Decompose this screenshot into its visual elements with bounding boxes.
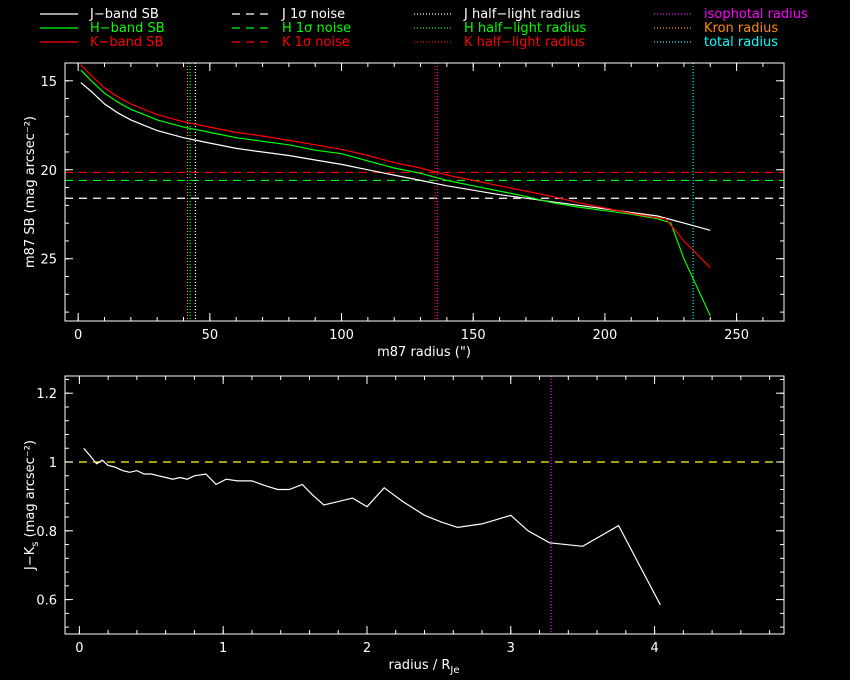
- color-x-label-main: radius / R: [389, 658, 451, 673]
- legend-label: H−band SB: [90, 21, 165, 36]
- legend-label: J 1σ noise: [281, 7, 345, 22]
- y-tick-label: 1.2: [36, 387, 57, 402]
- x-tick-label: 1: [219, 641, 227, 656]
- legend-label: K 1σ noise: [282, 35, 350, 50]
- sb-profile-panel: 0 50 100 150 200 250 15 20 25 m87 radius (") m87…: [23, 62, 785, 360]
- legend-label: H 1σ noise: [282, 21, 351, 36]
- x-tick-label: 150: [461, 328, 486, 343]
- color-y-label-main: J−K: [23, 546, 38, 571]
- x-tick-label: 0: [75, 641, 83, 656]
- y-tick-label: 1: [49, 456, 57, 471]
- y-tick-label: 0.6: [36, 594, 57, 609]
- x-tick-label: 2: [363, 641, 371, 656]
- x-tick-label: 4: [650, 641, 658, 656]
- sb-y-axis-label: m87 SB (mag arcsec⁻²): [23, 116, 38, 268]
- legend-label: total radius: [704, 35, 778, 50]
- legend-label: K−band SB: [90, 35, 163, 50]
- color-x-label-sub: Je: [449, 665, 459, 676]
- x-tick-label: 200: [592, 328, 617, 343]
- profile-series-line: [80, 82, 711, 231]
- x-tick-label: 100: [329, 328, 354, 343]
- profile-series-line: [83, 447, 661, 606]
- sb-plot-frame: [64, 62, 785, 322]
- y-tick-label: 0.8: [36, 525, 57, 540]
- color-plot-frame: [64, 375, 785, 635]
- profile-series-line: [80, 69, 711, 316]
- sb-x-axis-label: m87 radius ("): [377, 345, 471, 360]
- legend-label: isophotal radius: [704, 7, 808, 22]
- legend-label: J−band SB: [89, 7, 159, 22]
- y-tick-label: 20: [40, 164, 57, 179]
- color-y-axis-label: J−Ks (mag arcsec⁻²): [23, 440, 41, 571]
- legend-label: Kron radius: [704, 21, 778, 36]
- legend-label: J half−light radius: [463, 7, 581, 22]
- color-x-axis-label: radius / RJe: [389, 658, 460, 676]
- legend-label: K half−light radius: [464, 35, 585, 50]
- color-y-label-sub: s: [30, 541, 41, 546]
- profile-series-line: [80, 64, 711, 269]
- legend-label: H half−light radius: [464, 21, 587, 36]
- y-tick-label: 25: [40, 253, 57, 268]
- x-tick-label: 3: [507, 641, 515, 656]
- x-tick-label: 250: [724, 328, 749, 343]
- y-tick-label: 15: [40, 75, 57, 90]
- color-profile-panel: 0 1 2 3 4 0.6 0.8 1 1.2 radius / RJe J−Ks (mag a…: [23, 375, 785, 676]
- x-tick-label: 50: [202, 328, 219, 343]
- color-y-label-unit: (mag arcsec⁻²): [23, 440, 38, 541]
- x-tick-label: 0: [74, 328, 82, 343]
